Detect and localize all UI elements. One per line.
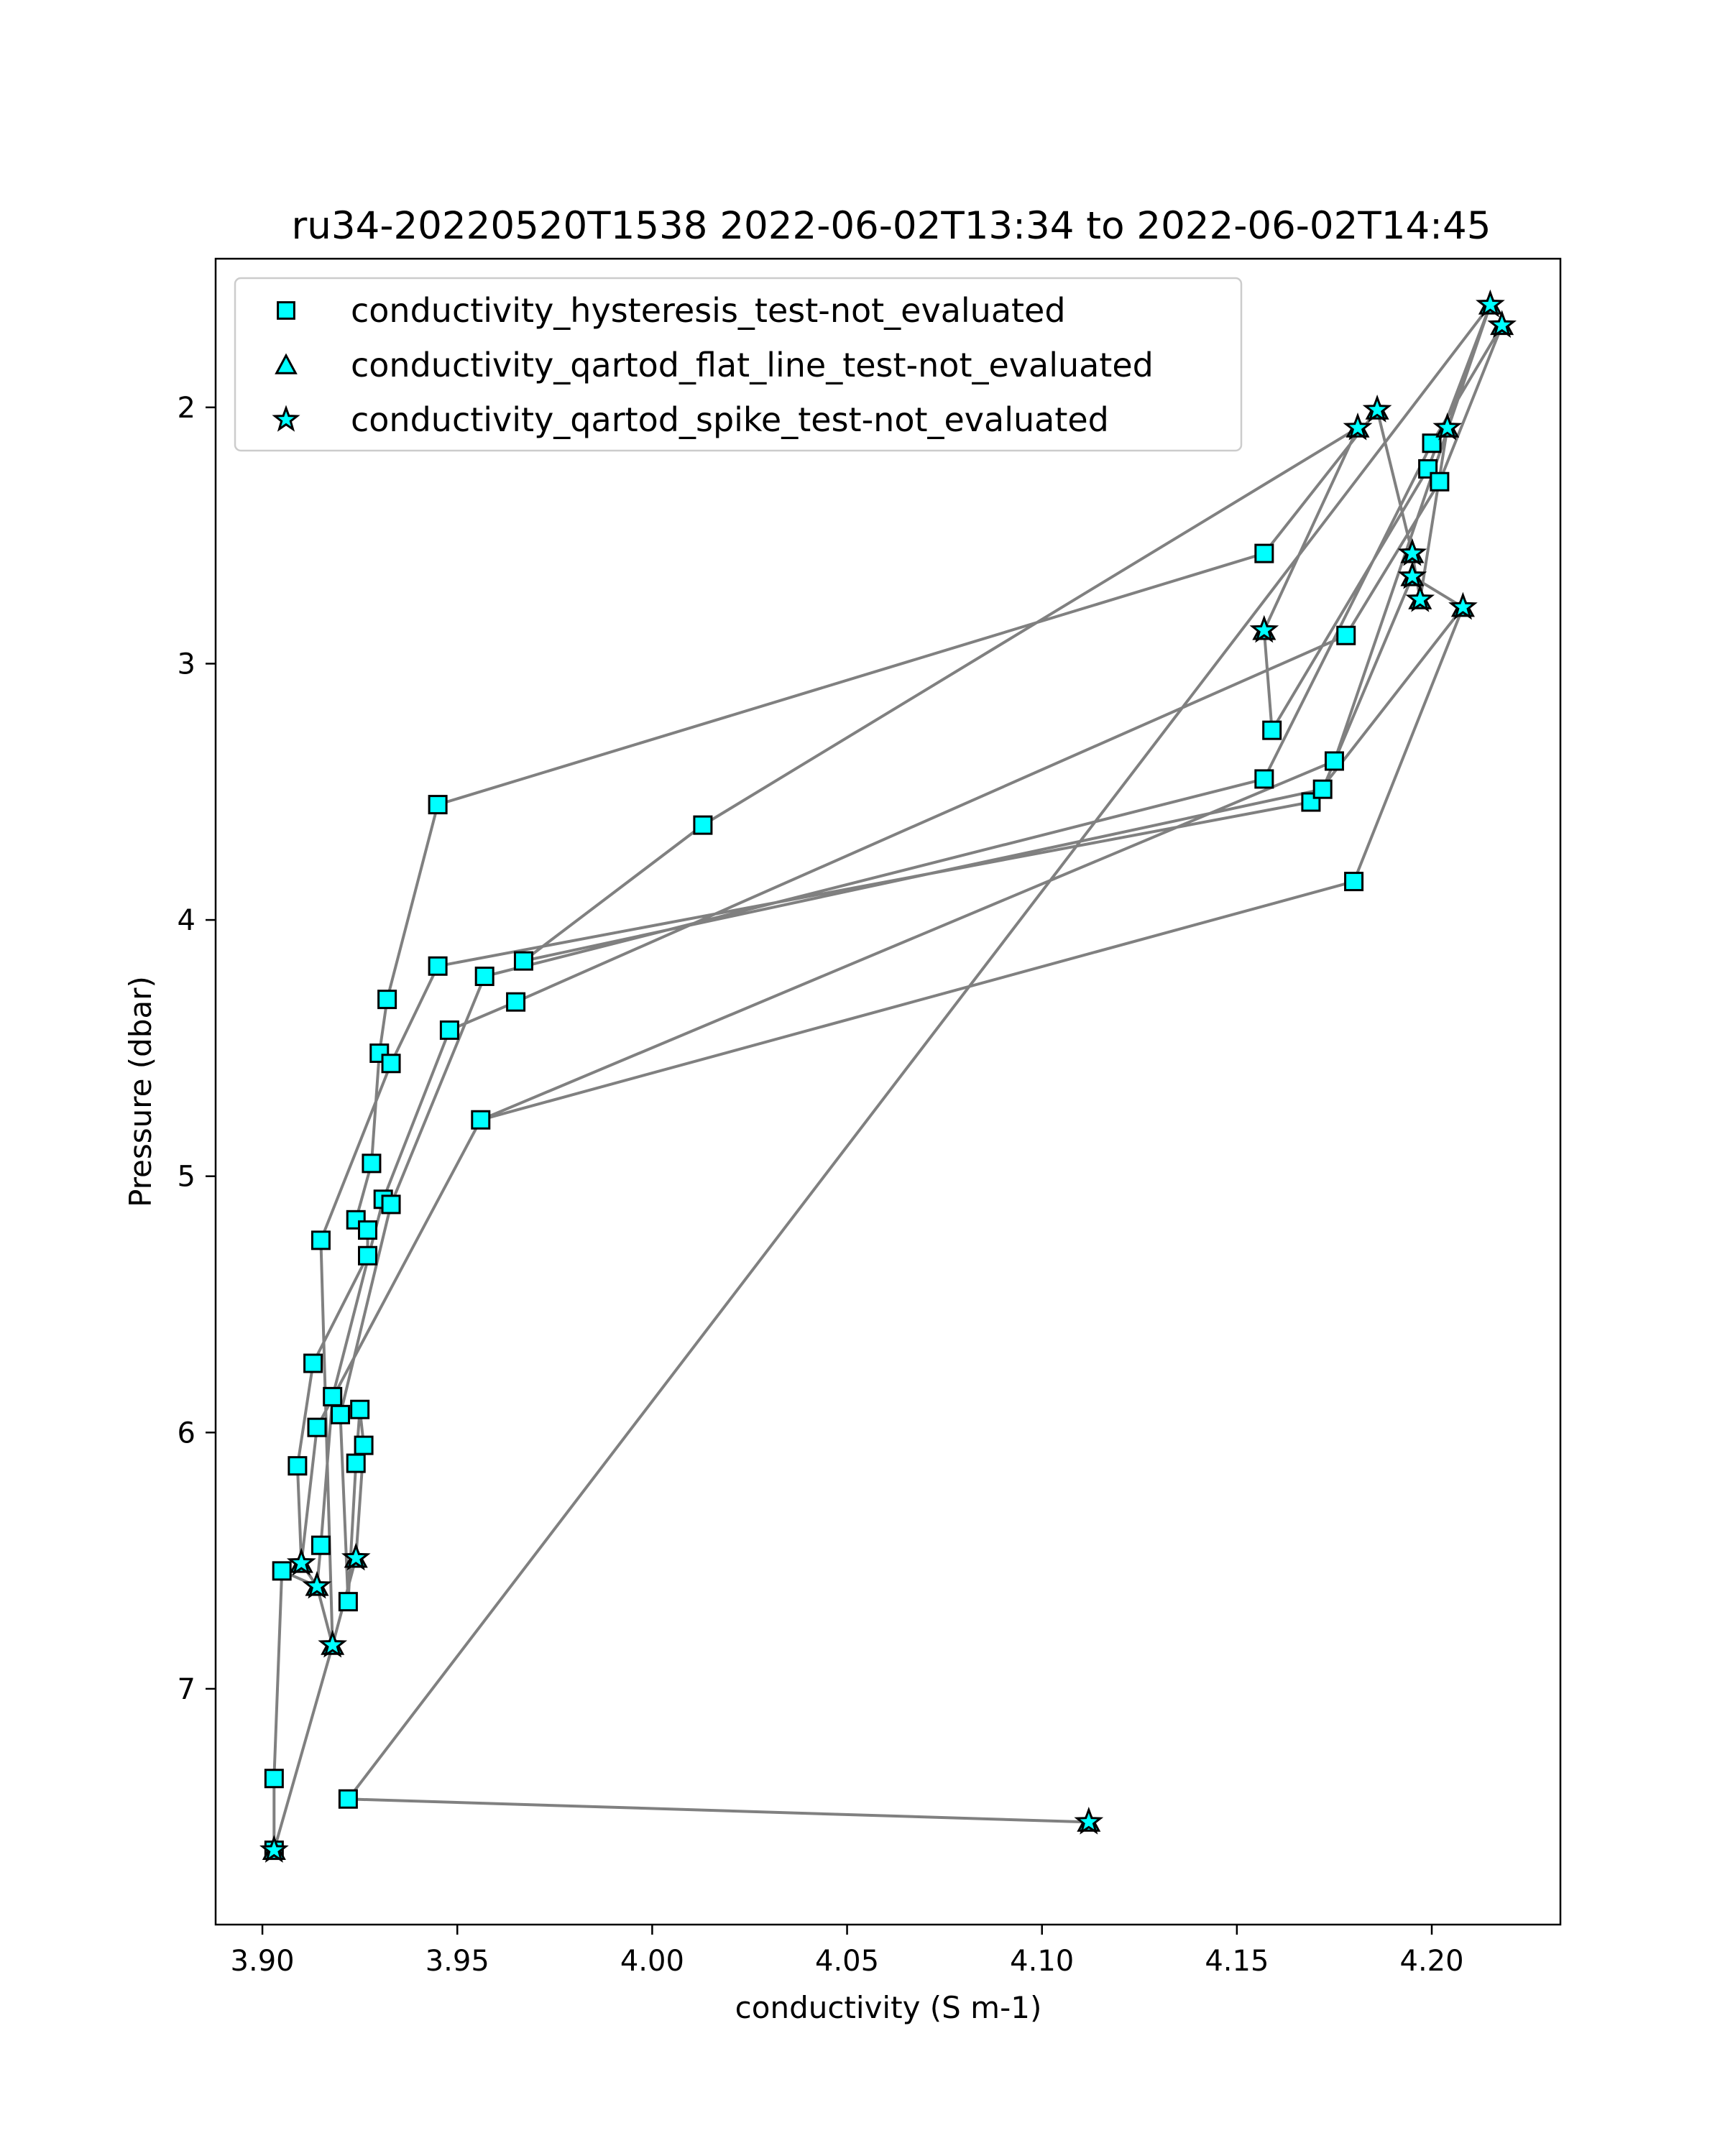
legend-entry: conductivity_qartod_flat_line_test-not_e… xyxy=(275,346,1154,384)
data-point-star xyxy=(1432,413,1463,441)
data-point-square xyxy=(354,1435,374,1455)
data-point-square xyxy=(506,992,526,1012)
y-tick-label: 5 xyxy=(178,1161,196,1194)
data-markers xyxy=(259,289,1517,1863)
data-point-square xyxy=(428,795,448,815)
data-point-square xyxy=(381,1194,401,1215)
x-tick-label: 3.90 xyxy=(231,1945,295,1978)
data-point-square xyxy=(377,990,397,1010)
data-point-square xyxy=(1254,769,1274,789)
data-point-square xyxy=(1312,779,1333,799)
data-point-star xyxy=(1343,413,1373,441)
data-point-square xyxy=(1262,720,1282,740)
data-point-star xyxy=(341,1542,371,1571)
data-point-star xyxy=(259,1835,289,1863)
data-point-square xyxy=(338,1592,358,1612)
data-point-square xyxy=(288,1456,308,1476)
data-point-square xyxy=(1324,751,1344,771)
y-tick-label: 2 xyxy=(178,392,196,425)
y-axis-ticks: 2 3 4 5 6 7 xyxy=(178,392,216,1706)
data-point-star xyxy=(1405,584,1435,612)
data-point-square xyxy=(1254,543,1274,563)
data-point-star xyxy=(1476,289,1505,318)
data-point-square xyxy=(474,967,494,987)
data-point-square xyxy=(303,1353,323,1373)
y-tick-label: 7 xyxy=(178,1673,196,1706)
y-tick-label: 4 xyxy=(178,904,196,937)
data-point-star xyxy=(1362,395,1392,423)
legend-label: conductivity_qartod_flat_line_test-not_e… xyxy=(351,346,1154,384)
x-tick-label: 4.00 xyxy=(620,1945,684,1978)
data-point-star xyxy=(1448,591,1478,620)
chart-title: ru34-20220520T1538 2022-06-02T13:34 to 2… xyxy=(292,204,1491,248)
data-point-square xyxy=(310,1230,331,1250)
legend: conductivity_hysteresis_test-not_evaluat… xyxy=(234,277,1243,452)
data-point-square xyxy=(362,1153,382,1174)
x-tick-label: 4.05 xyxy=(815,1945,879,1978)
data-point-star xyxy=(318,1629,348,1658)
data-point-square xyxy=(264,1769,284,1789)
series-1 xyxy=(264,433,1450,1861)
data-point-square xyxy=(323,1386,343,1406)
data-point-square xyxy=(346,1453,366,1473)
data-point-square xyxy=(439,1020,459,1040)
y-axis-label: Pressure (dbar) xyxy=(123,976,158,1207)
legend-label: conductivity_qartod_spike_test-not_evalu… xyxy=(351,400,1109,439)
x-tick-label: 4.20 xyxy=(1400,1945,1464,1978)
data-point-square xyxy=(1336,625,1356,645)
data-point-square xyxy=(310,1535,331,1555)
plot-frame xyxy=(214,257,1562,1926)
legend-label: conductivity_hysteresis_test-not_evaluat… xyxy=(351,291,1066,330)
data-point-star xyxy=(1397,561,1427,589)
legend-marker-star xyxy=(272,405,300,432)
data-point-star xyxy=(302,1570,332,1599)
data-point-square xyxy=(381,1054,401,1074)
legend-marker-triangle xyxy=(275,353,298,374)
data-point-square xyxy=(513,951,533,971)
x-axis-label: conductivity (S m-1) xyxy=(735,1990,1042,2025)
data-point-star xyxy=(1397,538,1427,566)
data-point-square xyxy=(272,1561,292,1581)
y-tick-label: 6 xyxy=(178,1416,196,1450)
data-point-square xyxy=(1344,872,1364,892)
x-tick-label: 4.10 xyxy=(1010,1945,1074,1978)
data-point-square xyxy=(307,1417,327,1437)
legend-frame xyxy=(234,277,1243,452)
data-point-star xyxy=(1249,614,1279,643)
y-tick-label: 3 xyxy=(178,648,196,681)
data-point-square xyxy=(428,956,448,976)
data-point-square xyxy=(338,1789,358,1809)
data-point-star xyxy=(1487,310,1517,338)
x-tick-label: 4.15 xyxy=(1205,1945,1269,1978)
data-point-square xyxy=(693,815,713,835)
legend-entry: conductivity_qartod_spike_test-not_evalu… xyxy=(272,400,1109,439)
legend-entry: conductivity_hysteresis_test-not_evaluat… xyxy=(277,291,1066,330)
series-3 xyxy=(259,289,1517,1863)
data-point-square xyxy=(471,1110,491,1130)
data-point-square xyxy=(369,1044,390,1064)
x-tick-label: 3.95 xyxy=(426,1945,489,1978)
data-point-square xyxy=(350,1399,370,1419)
data-point-star xyxy=(1074,1807,1104,1835)
data-point-square xyxy=(358,1245,378,1266)
data-point-square xyxy=(1430,471,1450,492)
legend-marker-square xyxy=(277,301,295,320)
data-point-square xyxy=(358,1220,378,1240)
data-point-star xyxy=(286,1547,316,1576)
data-point-square xyxy=(331,1404,351,1424)
x-axis-ticks: 3.90 3.95 4.00 4.05 4.10 4.15 4.20 xyxy=(231,1925,1464,1978)
